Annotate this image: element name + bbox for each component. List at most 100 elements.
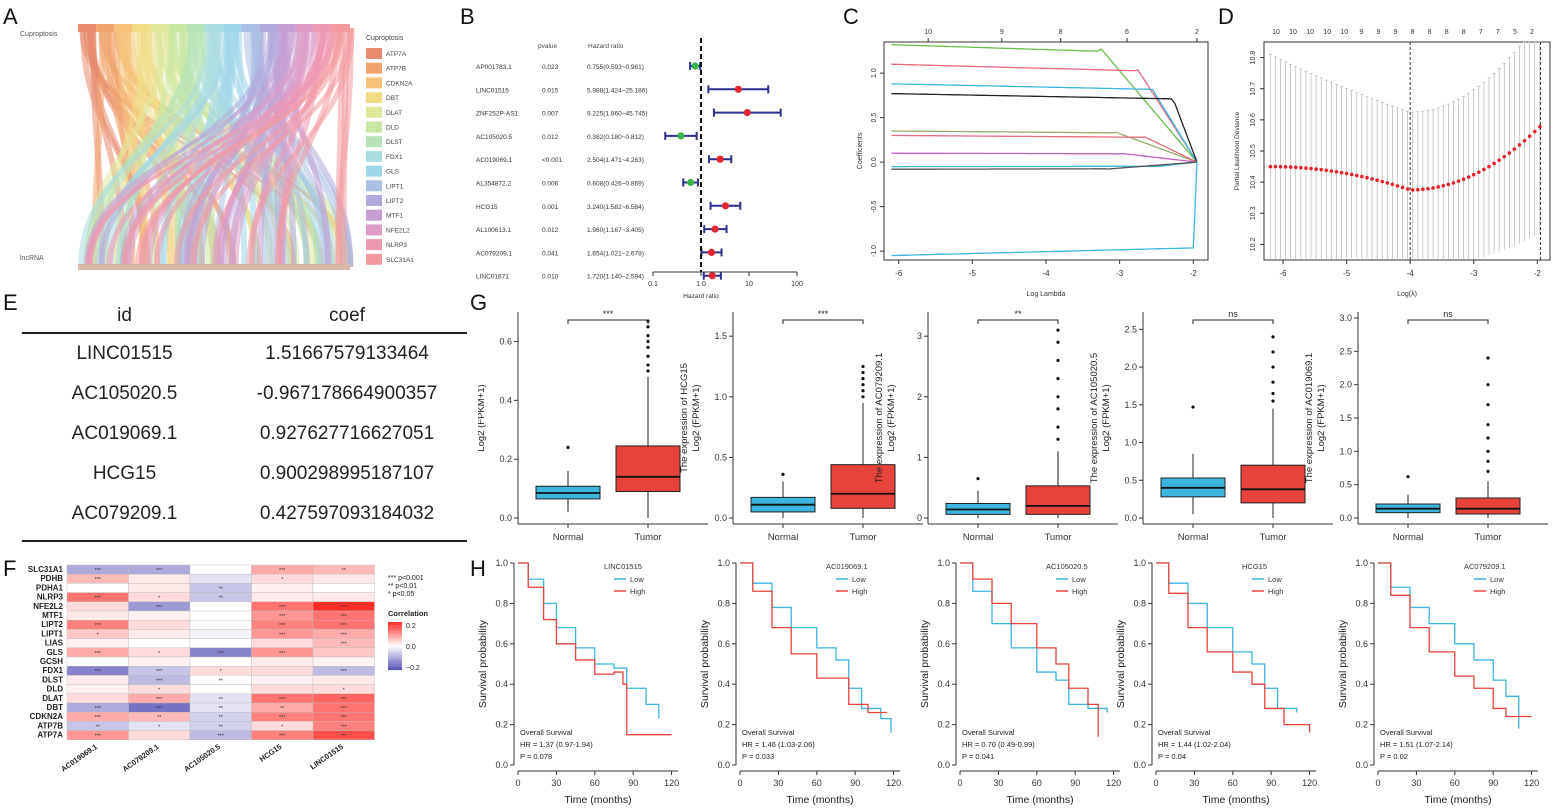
heatmap-star: * [281,577,284,583]
sankey-flow [191,28,308,267]
km-curve-high [518,562,672,736]
forest-point [711,225,719,233]
y-tick-label: 10.7 [1250,82,1257,96]
forest-hr-text: 0.608(0.426~0.869) [587,181,644,188]
x-tick-label: 60 [590,778,600,788]
colorbar-step [388,628,402,631]
top-tick-label: 10 [1340,29,1348,36]
heatmap-row-label: ATP7A [37,731,63,740]
y-tick-label: 10.5 [1250,144,1257,158]
x-tick-label: 90 [1266,778,1276,788]
x-tick-label: 0 [957,778,962,788]
plot-frame [1263,41,1551,261]
outlier [861,364,865,369]
legend-label: DLD [386,125,399,132]
top-tick-label: 9 [1394,29,1398,36]
coef-table: id coef LINC01515 1.51667579133464 AC1050… [22,300,467,542]
deviance-point [1456,179,1461,183]
y-axis-label: Survival probability [699,619,711,708]
outlier [1486,403,1490,407]
colorbar-step [388,622,402,624]
km-curve-high [1378,562,1532,718]
sankey-flow [83,28,195,267]
legend-swatch [366,195,382,206]
outlier [1271,350,1275,354]
sig-legend-label: *** p<0.001 [388,575,424,582]
heatmap-col-label: HCG15 [258,742,284,764]
outlier [1271,391,1275,396]
outlier [1191,405,1195,409]
y-axis-label-units: Log2 (FPKM+1) [478,384,487,451]
x-axis-label: Time (months) [1006,794,1073,806]
deviance-point [1400,185,1405,190]
outlier [1486,449,1490,453]
deviance-point [1334,169,1339,174]
heatmap-cell [189,656,252,667]
x-tick-label: -4 [1407,269,1415,278]
colorbar-step [388,649,402,651]
box [615,445,681,493]
forest-plot: pvalue Hazard ratio AP001783.1 0.023 0.755(0… [476,38,803,300]
sankey-top-node [150,24,169,32]
colorbar-step [388,658,402,661]
colorbar-step [388,625,402,627]
heatmap-col-label: AC105020.5 [182,742,222,774]
y-tick-label: 0.6 [717,639,730,649]
deviance-point [1517,143,1522,147]
sankey-top-node [132,24,151,32]
sankey-top-node [114,24,133,32]
sankey-flow [121,28,344,267]
y-tick-label: 0.8 [1133,598,1146,608]
x-tick-label: -6 [1280,269,1288,278]
heatmap-cell [189,638,252,648]
colorbar-step [388,663,402,666]
y-axis-label: Survival probability [1337,619,1349,708]
os-label: Overall Survival [1158,728,1211,737]
legend-high-label: High [1490,587,1505,596]
sankey-flow [173,28,343,267]
sankey-flow [88,28,196,267]
outlier [646,325,650,329]
forest-gene-label: AL100613.1 [476,227,511,234]
colorbar-step [388,638,402,640]
heatmap-row-label: DLAT [42,694,63,703]
forest-pvalue: 0.006 [542,181,559,188]
sankey-top-node [168,24,187,32]
legend-low-label: Low [1268,575,1282,584]
deviance-point [1431,186,1435,190]
heatmap-cell [312,573,375,584]
y-tick-label: 3.0 [1339,313,1352,323]
forest-gene-label: AC019069.1 [476,157,513,164]
coef-path [891,63,1198,163]
x-tick-label: Tumor [1259,532,1286,543]
deviance-point [1421,187,1425,192]
colorbar-step [388,631,402,634]
deviance-point [1522,138,1527,143]
deviance-point [1293,165,1298,170]
outlier [646,363,650,367]
y-tick-label: 0.4 [937,679,950,689]
x-axis-label: Log Lambda [1027,291,1066,298]
x-tick-label: 90 [850,778,860,788]
heatmap-star: *** [341,706,348,712]
y-tick-label: 0.4 [717,679,730,689]
x-tick-label: Tumor [1474,532,1501,543]
coef-path [891,162,1198,257]
deviance-point [1319,167,1323,172]
heatmap-cell [251,638,314,648]
forest-pvalue: 0.012 [542,134,559,141]
x-tick-label: 30 [1189,778,1199,788]
heatmap-cell [251,592,314,603]
heatmap-star: * [158,724,161,730]
outlier [1056,328,1060,332]
y-tick-label: 1.5 [1124,400,1137,410]
heatmap-star: *** [341,605,348,611]
heatmap-row-label: PDHB [40,574,63,583]
heatmap-row-label: SLC31A1 [28,565,64,574]
forest-gene-label: HCG15 [476,204,498,211]
y-tick-label: 1.0 [717,558,730,568]
colorbar-step [388,666,402,669]
forest-hr-text: 0.382(0.180~0.812) [587,134,644,141]
sankey-flow [221,28,288,267]
y-tick-label: 0.0 [871,157,878,167]
